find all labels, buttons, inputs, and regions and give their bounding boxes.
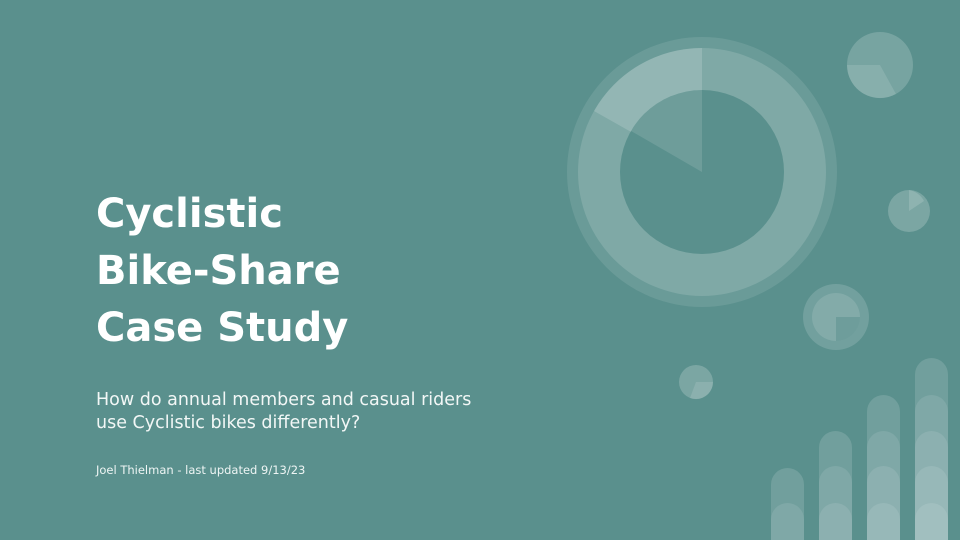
author-byline: Joel Thielman - last updated 9/13/23 <box>96 463 305 477</box>
slide-title: Cyclistic Bike-Share Case Study <box>96 186 348 357</box>
bar-chart-graphic <box>771 358 948 540</box>
pie-graphic-top <box>847 32 913 98</box>
large-donut-graphic <box>567 37 837 307</box>
slide-subtitle: How do annual members and casual riders … <box>96 389 556 435</box>
donut-graphic-mid <box>803 284 869 350</box>
pie-graphic-small <box>888 190 930 232</box>
pie-graphic-tiny <box>679 365 713 399</box>
